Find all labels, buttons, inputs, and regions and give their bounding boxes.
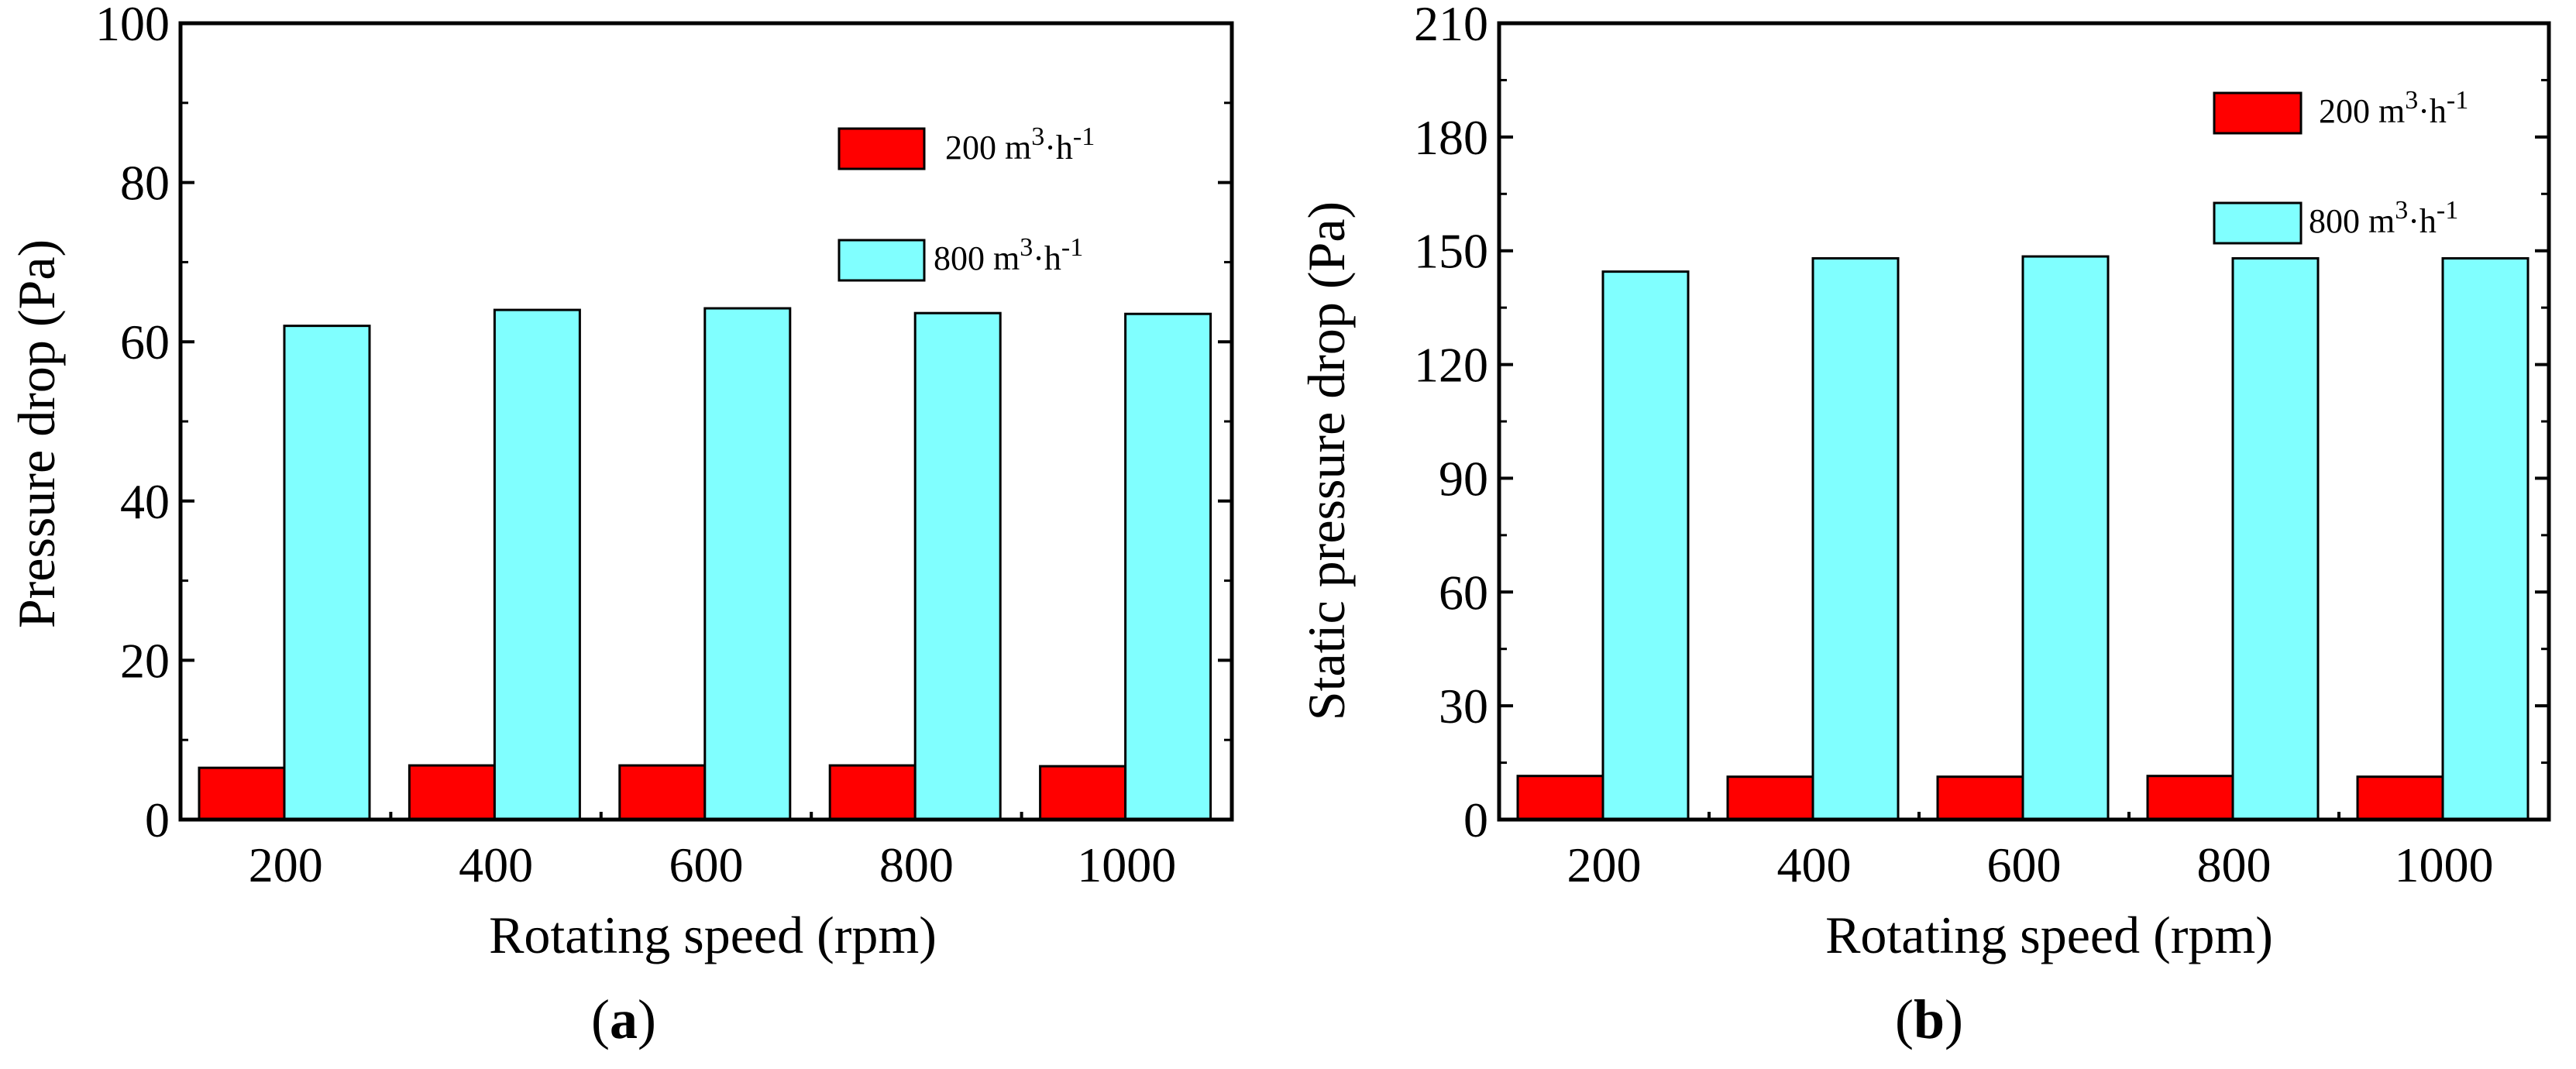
bar-b-s1-1000 (2356, 775, 2444, 821)
chart-panel-a: 0 20 40 60 80 100 200 400 600 800 1000 Pressure dr… (7, 0, 1234, 1050)
legend-label-b-2: 800 m3·h-1 (2309, 196, 2458, 240)
bar-b-s1-600 (1936, 775, 2024, 821)
legend-text-b-1-sup2: -1 (2447, 86, 2468, 115)
x-axis-title-a: Rotating speed (rpm) (489, 906, 937, 964)
bar-a-s2-600 (703, 307, 792, 821)
panel-caption-b-letter: b (1914, 988, 1945, 1050)
legend-text-b-1-mid: ·h (2418, 92, 2447, 130)
legend-text-a-1-sup2: -1 (1073, 122, 1095, 151)
legend-text-a-2-sup1: 3 (1020, 233, 1033, 262)
y-tick-label-b-30: 30 (1439, 679, 1488, 734)
panel-caption-b: (b) (1895, 988, 1963, 1050)
y-tick-label-b-0: 0 (1463, 792, 1488, 847)
panel-caption-a-letter: a (610, 988, 638, 1050)
bar-b-s2-800 (2231, 257, 2320, 821)
legend-text-b-2-sup2: -1 (2437, 196, 2458, 225)
y-tick-label-a-80: 80 (120, 156, 170, 211)
panel-caption-a: (a) (591, 988, 656, 1050)
bar-b-s1-200 (1516, 775, 1604, 821)
bar-a-s1-200 (198, 766, 286, 821)
legend-text-b-2-base: 800 m (2309, 202, 2395, 240)
panel-caption-a-open: ( (591, 988, 610, 1050)
bar-a-s2-400 (493, 308, 581, 821)
plot-area-a: 0 20 40 60 80 100 200 400 600 800 1000 (95, 0, 1234, 892)
x-axis-title-b: Rotating speed (rpm) (1825, 906, 2273, 964)
y-tick-label-b-90: 90 (1439, 451, 1488, 506)
legend-text-a-2-sup2: -1 (1061, 233, 1083, 262)
y-tick-label-b-180: 180 (1414, 110, 1488, 165)
bar-a-s2-200 (283, 325, 371, 821)
plot-area-b: 0 30 60 90 120 150 180 210 200 400 600 800 1000 (1414, 0, 2551, 892)
legend-swatch-a-2 (837, 239, 926, 282)
bar-a-s1-400 (408, 764, 496, 821)
bar-a-s2-1000 (1124, 312, 1212, 821)
bar-b-s2-600 (2021, 255, 2110, 821)
legend-label-a-2: 800 m3·h-1 (934, 233, 1083, 277)
legend-text-b-1-base: 200 m (2319, 92, 2405, 130)
legend-label-a-1: 200 m3·h-1 (945, 122, 1095, 167)
x-tick-label-a-600: 600 (669, 837, 744, 892)
panel-caption-b-open: ( (1895, 988, 1914, 1050)
y-axis-title-b: Static pressure drop (Pa) (1297, 201, 1356, 720)
x-tick-label-a-400: 400 (459, 837, 533, 892)
y-tick-label-b-150: 150 (1414, 224, 1488, 279)
legend-text-a-2-base: 800 m (934, 239, 1020, 277)
y-tick-label-b-120: 120 (1414, 338, 1488, 393)
bar-b-s2-200 (1601, 270, 1690, 821)
legend-text-b-2-sup1: 3 (2395, 196, 2408, 225)
legend-text-b-1-sup1: 3 (2405, 86, 2418, 115)
y-tick-label-a-40: 40 (120, 474, 170, 529)
legend-a: 200 m3·h-1 800 m3·h-1 (837, 122, 1095, 282)
x-tick-label-a-1000: 1000 (1077, 837, 1176, 892)
legend-b: 200 m3·h-1 800 m3·h-1 (2213, 86, 2468, 245)
legend-text-a-1-mid: ·h (1044, 129, 1073, 167)
chart-panel-b: 0 30 60 90 120 150 180 210 200 400 600 800 1000 Stat… (1297, 0, 2551, 1050)
legend-swatch-b-1 (2213, 91, 2303, 135)
bar-b-s1-800 (2146, 775, 2234, 821)
legend-label-b-1: 200 m3·h-1 (2319, 86, 2468, 130)
bar-b-s1-400 (1726, 775, 1814, 821)
panel-caption-a-close: ) (638, 988, 656, 1050)
legend-text-a-1-sup1: 3 (1031, 122, 1044, 151)
x-tick-label-b-200: 200 (1567, 837, 1642, 892)
bar-b-s2-400 (1811, 257, 1900, 821)
legend-swatch-b-2 (2213, 201, 2303, 245)
x-tick-label-b-800: 800 (2197, 837, 2272, 892)
x-tick-label-b-600: 600 (1987, 837, 2062, 892)
y-tick-label-b-60: 60 (1439, 565, 1488, 620)
y-tick-label-b-210: 210 (1414, 0, 1488, 51)
legend-text-b-2-mid: ·h (2408, 202, 2437, 240)
legend-swatch-a-1 (837, 127, 926, 170)
x-tick-label-a-800: 800 (879, 837, 954, 892)
legend-text-a-1-base: 200 m (945, 129, 1031, 167)
y-tick-label-a-60: 60 (120, 315, 170, 370)
legend-text-a-2-mid: ·h (1033, 239, 1061, 277)
panel-caption-b-close: ) (1945, 988, 1963, 1050)
bar-a-s1-1000 (1039, 765, 1127, 821)
y-tick-label-a-100: 100 (95, 0, 170, 51)
bar-a-s2-800 (913, 311, 1002, 821)
x-tick-label-a-200: 200 (249, 837, 323, 892)
y-axis-title-a: Pressure drop (Pa) (7, 239, 66, 628)
bar-a-s1-800 (828, 764, 917, 821)
y-tick-label-a-0: 0 (145, 792, 170, 847)
x-tick-label-b-400: 400 (1777, 837, 1852, 892)
x-tick-label-b-1000: 1000 (2395, 837, 2494, 892)
y-tick-label-a-20: 20 (120, 633, 170, 688)
bar-b-s2-1000 (2441, 257, 2530, 821)
bar-a-s1-600 (618, 764, 707, 821)
